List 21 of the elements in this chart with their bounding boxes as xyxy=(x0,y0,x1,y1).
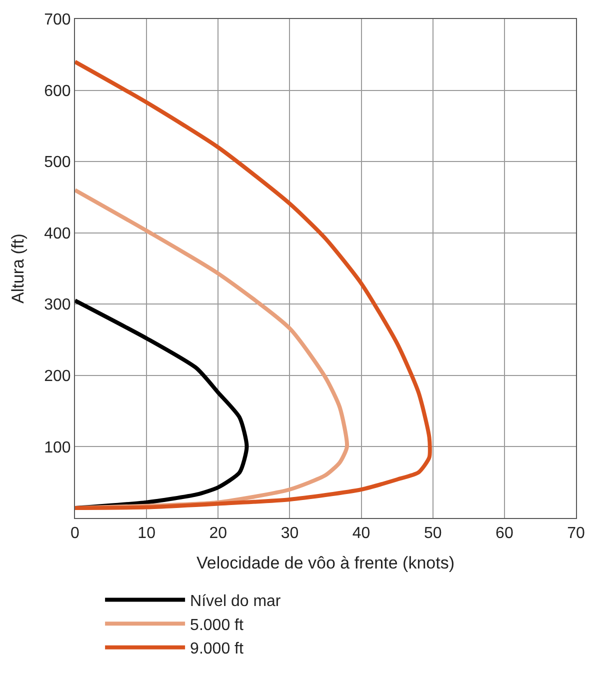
x-tick-label: 50 xyxy=(424,525,442,542)
y-tick-label: 400 xyxy=(44,225,71,242)
x-tick-label: 70 xyxy=(567,525,585,542)
text: Nível do mar xyxy=(190,593,282,610)
x-tick-label: 0 xyxy=(70,525,80,542)
x-tick-label: 40 xyxy=(352,525,370,542)
y-tick-label: 300 xyxy=(44,296,71,314)
text: 9.000 ft xyxy=(190,640,244,658)
text: 5.000 ft xyxy=(190,616,244,634)
y-tick-label: 200 xyxy=(44,368,71,386)
y-tick-label: 500 xyxy=(44,154,71,172)
x-axis-title: Velocidade de vôo à frente (knots) xyxy=(196,554,454,573)
y-axis-title: Altura (ft) xyxy=(8,234,28,304)
y-tick-label: 600 xyxy=(44,82,71,100)
x-tick-label: 30 xyxy=(280,525,299,542)
line-series xyxy=(75,60,432,510)
x-tick-label: 20 xyxy=(209,525,228,542)
x-tick-label: 10 xyxy=(138,525,156,542)
y-tick-label: 100 xyxy=(44,439,71,456)
x-tick-label: 60 xyxy=(496,525,514,542)
y-tick-label: 700 xyxy=(44,12,71,29)
